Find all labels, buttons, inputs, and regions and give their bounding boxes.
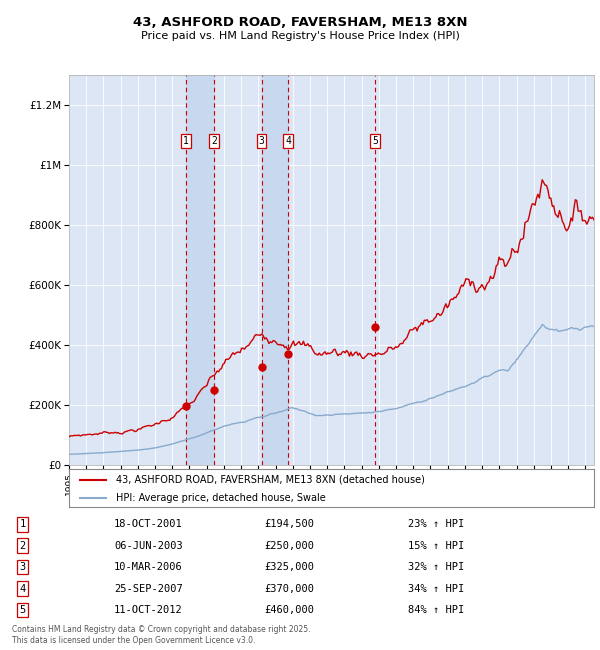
Text: 43, ASHFORD ROAD, FAVERSHAM, ME13 8XN (detached house): 43, ASHFORD ROAD, FAVERSHAM, ME13 8XN (d… (116, 475, 425, 485)
Bar (186, 75, 214, 465)
Text: 43, ASHFORD ROAD, FAVERSHAM, ME13 8XN: 43, ASHFORD ROAD, FAVERSHAM, ME13 8XN (133, 16, 467, 29)
Text: £325,000: £325,000 (264, 562, 314, 572)
Text: £194,500: £194,500 (264, 519, 314, 529)
Text: 06-JUN-2003: 06-JUN-2003 (114, 541, 183, 551)
Text: 1: 1 (20, 519, 26, 529)
Text: 2: 2 (20, 541, 26, 551)
Text: 34% ↑ HPI: 34% ↑ HPI (408, 584, 464, 593)
Bar (262, 75, 288, 465)
Text: 15% ↑ HPI: 15% ↑ HPI (408, 541, 464, 551)
Text: 2: 2 (211, 136, 217, 146)
Text: 10-MAR-2006: 10-MAR-2006 (114, 562, 183, 572)
Text: £250,000: £250,000 (264, 541, 314, 551)
Text: £370,000: £370,000 (264, 584, 314, 593)
Text: 11-OCT-2012: 11-OCT-2012 (114, 605, 183, 615)
Text: £460,000: £460,000 (264, 605, 314, 615)
Text: 25-SEP-2007: 25-SEP-2007 (114, 584, 183, 593)
Text: 4: 4 (20, 584, 26, 593)
Text: 3: 3 (259, 136, 265, 146)
Text: Price paid vs. HM Land Registry's House Price Index (HPI): Price paid vs. HM Land Registry's House … (140, 31, 460, 41)
Text: 32% ↑ HPI: 32% ↑ HPI (408, 562, 464, 572)
Text: 23% ↑ HPI: 23% ↑ HPI (408, 519, 464, 529)
Text: 84% ↑ HPI: 84% ↑ HPI (408, 605, 464, 615)
Text: 4: 4 (285, 136, 291, 146)
Text: 5: 5 (372, 136, 378, 146)
Text: HPI: Average price, detached house, Swale: HPI: Average price, detached house, Swal… (116, 493, 326, 502)
Text: 18-OCT-2001: 18-OCT-2001 (114, 519, 183, 529)
Text: 1: 1 (183, 136, 189, 146)
Text: 5: 5 (20, 605, 26, 615)
Text: 3: 3 (20, 562, 26, 572)
Text: Contains HM Land Registry data © Crown copyright and database right 2025.
This d: Contains HM Land Registry data © Crown c… (12, 625, 311, 645)
